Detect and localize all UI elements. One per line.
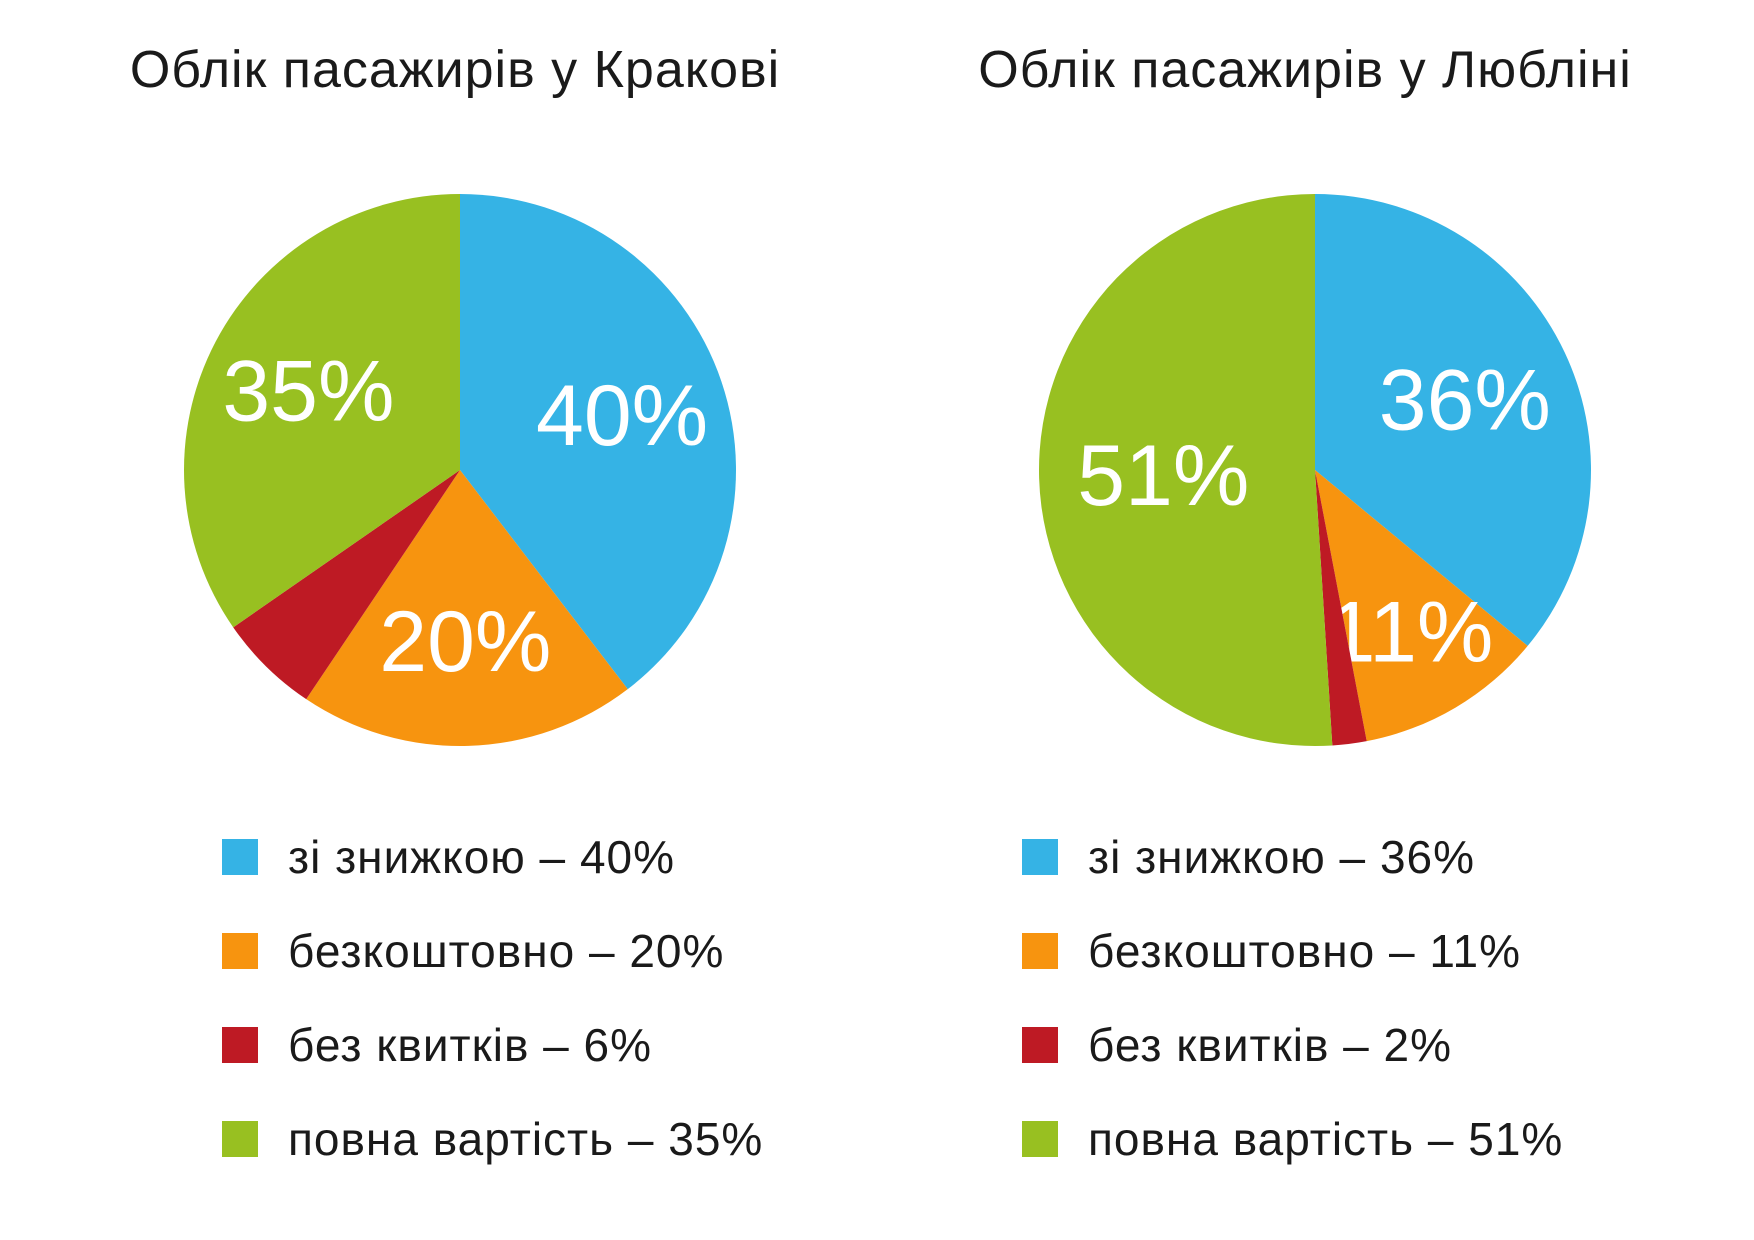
pie-slice (306, 470, 628, 747)
legend-item: без квитків6% (222, 998, 763, 1092)
legend-item: безкоштовно11% (1022, 904, 1563, 998)
pie-slice (1315, 470, 1528, 742)
pie-slice (1315, 194, 1591, 646)
pie-chart-lublin: 36% 11% 51% (1038, 194, 1591, 747)
legend-label: без квитків2% (1088, 1018, 1452, 1072)
legend-swatch (222, 1121, 258, 1157)
legend-item: зі знижкою40% (222, 810, 763, 904)
legend-swatch (1022, 839, 1058, 875)
legend-swatch (222, 933, 258, 969)
legend: зі знижкою40% безкоштовно20% без квитків… (222, 810, 763, 1186)
legend-swatch (1022, 1121, 1058, 1157)
chart-title: Облік пасажирів у Кракові (129, 41, 781, 99)
slice-data-label: 36% (1379, 352, 1551, 448)
slice-data-label: 20% (379, 594, 551, 690)
legend-swatch (1022, 933, 1058, 969)
pie-slice (1038, 194, 1333, 747)
pie-slice (233, 470, 460, 700)
legend-item: безкоштовно20% (222, 904, 763, 998)
legend-label: безкоштовно20% (288, 924, 724, 978)
pie-slice (184, 194, 460, 628)
legend-label: зі знижкою36% (1088, 830, 1475, 884)
legend-label: без квитків6% (288, 1018, 652, 1072)
slice-data-label: 35% (222, 344, 394, 440)
legend-label: повна вартість35% (288, 1112, 763, 1166)
slice-data-label: 51% (1077, 428, 1249, 524)
pie-slice (460, 194, 737, 690)
legend-swatch (222, 839, 258, 875)
legend: зі знижкою36% безкоштовно11% без квитків… (1022, 810, 1563, 1186)
legend-label: безкоштовно11% (1088, 924, 1521, 978)
pie-chart-krakow: 40% 20% 35% (184, 194, 737, 747)
pie-slice (1315, 470, 1367, 746)
legend-label: повна вартість51% (1088, 1112, 1563, 1166)
legend-swatch (1022, 1027, 1058, 1063)
slice-data-label: 40% (536, 368, 708, 464)
legend-item: повна вартість51% (1022, 1092, 1563, 1186)
legend-swatch (222, 1027, 258, 1063)
legend-item: повна вартість35% (222, 1092, 763, 1186)
chart-title: Облік пасажирів у Любліні (978, 41, 1632, 99)
slice-data-label: 11% (1328, 585, 1494, 681)
legend-label: зі знижкою40% (288, 830, 675, 884)
legend-item: зі знижкою36% (1022, 810, 1563, 904)
legend-item: без квитків2% (1022, 998, 1563, 1092)
